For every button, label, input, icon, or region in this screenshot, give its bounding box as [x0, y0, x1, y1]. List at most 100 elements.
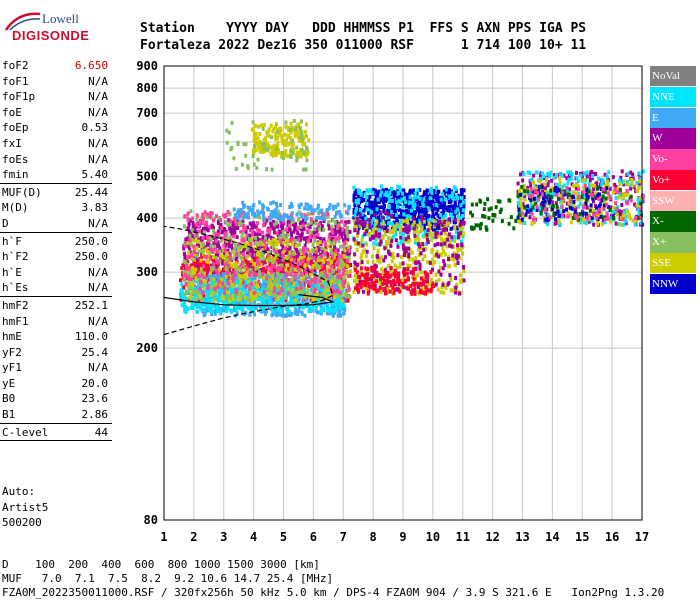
echo-point [447, 232, 451, 237]
echo-point [237, 211, 241, 216]
echo-point [204, 213, 208, 218]
echo-point [247, 215, 250, 220]
echo-point [367, 189, 371, 194]
echo-point [194, 246, 198, 250]
echo-point [243, 266, 247, 271]
echo-point [230, 309, 234, 314]
echo-point [263, 312, 267, 316]
echo-point [379, 290, 383, 295]
echo-point [218, 216, 222, 220]
echo-point [417, 206, 421, 211]
echo-point [244, 296, 248, 300]
echo-point [395, 200, 399, 205]
echo-point [396, 224, 400, 229]
echo-point [208, 214, 212, 219]
echo-point [387, 221, 390, 226]
echo-point [303, 295, 307, 300]
echo-point [367, 201, 371, 206]
echo-point [258, 200, 262, 205]
echo-point [359, 241, 363, 246]
echo-point [294, 254, 298, 259]
echo-point [286, 306, 290, 311]
echo-point [252, 271, 256, 276]
echo-point [235, 279, 239, 284]
echo-point [198, 220, 202, 225]
echo-point [331, 301, 335, 306]
echo-point [233, 225, 237, 230]
echo-point [337, 254, 341, 259]
echo-point [308, 249, 312, 254]
echo-point [215, 275, 218, 280]
echo-point [197, 249, 201, 254]
echo-point [296, 279, 300, 284]
echo-point [190, 256, 194, 261]
echo-point [355, 234, 359, 239]
echo-point [238, 296, 242, 301]
echo-point [284, 279, 288, 284]
echo-point [234, 288, 238, 293]
echo-point [417, 242, 420, 247]
echo-point [375, 254, 379, 259]
echo-point [225, 257, 229, 262]
echo-point [386, 215, 390, 220]
echo-point [322, 291, 326, 296]
echo-point [359, 266, 363, 271]
echo-point [273, 222, 277, 227]
echo-point [334, 205, 338, 210]
echo-point [209, 247, 213, 252]
echo-point [184, 281, 188, 286]
echo-point [288, 238, 292, 243]
echo-point [291, 151, 295, 156]
echo-point [281, 253, 285, 258]
echo-point [387, 198, 391, 203]
echo-point [192, 263, 196, 268]
echo-point [428, 196, 432, 201]
echo-point [225, 231, 229, 236]
echo-point [205, 302, 209, 307]
echo-point [222, 268, 226, 273]
echo-point [343, 271, 347, 276]
echo-point [346, 284, 350, 289]
echo-point [336, 300, 340, 305]
echo-point [302, 282, 306, 287]
echo-point [423, 234, 427, 239]
echo-point [284, 250, 288, 255]
echo-point [371, 228, 375, 233]
echo-point [316, 241, 320, 246]
echo-point [191, 284, 195, 289]
echo-point [251, 256, 255, 261]
echo-point [346, 211, 350, 216]
echo-point [425, 215, 429, 220]
echo-point [397, 207, 401, 212]
echo-point [331, 313, 335, 318]
echo-point [394, 213, 398, 217]
echo-point [268, 300, 272, 304]
echo-point [372, 281, 376, 286]
echo-point [367, 203, 371, 208]
echo-point [273, 256, 277, 261]
echo-point [252, 230, 256, 235]
echo-point [343, 223, 347, 228]
echo-point [235, 235, 239, 240]
echo-point [251, 280, 255, 285]
echo-point [295, 212, 299, 217]
echo-point [338, 226, 342, 231]
echo-point [381, 188, 385, 193]
echo-point [292, 119, 296, 123]
echo-point [404, 200, 408, 205]
echo-point [189, 281, 193, 286]
echo-point [208, 235, 212, 240]
echo-point [219, 270, 223, 275]
echo-point [228, 294, 232, 299]
echo-point [399, 255, 403, 259]
echo-point [251, 207, 255, 212]
echo-point [320, 307, 324, 312]
echo-point [235, 255, 239, 260]
echo-point [386, 277, 390, 282]
echo-point [270, 224, 274, 229]
echo-point [357, 198, 361, 203]
echo-point [250, 273, 254, 277]
echo-point [372, 234, 376, 239]
echo-point [418, 222, 422, 227]
echo-point [396, 184, 400, 189]
